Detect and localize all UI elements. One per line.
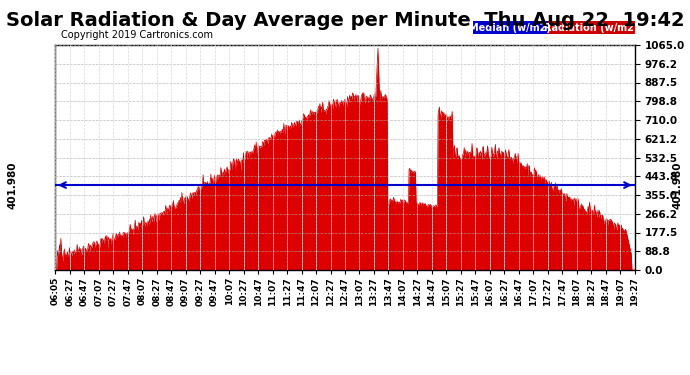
Text: Median (w/m2): Median (w/m2) [469,22,551,33]
Text: Copyright 2019 Cartronics.com: Copyright 2019 Cartronics.com [61,30,213,40]
FancyBboxPatch shape [473,21,548,34]
Text: 401.980: 401.980 [8,161,17,209]
Text: Radiation (w/m2): Radiation (w/m2) [544,22,638,33]
Text: Solar Radiation & Day Average per Minute  Thu Aug 22  19:42: Solar Radiation & Day Average per Minute… [6,11,684,30]
Text: 401.980: 401.980 [673,161,682,209]
FancyBboxPatch shape [548,21,635,34]
